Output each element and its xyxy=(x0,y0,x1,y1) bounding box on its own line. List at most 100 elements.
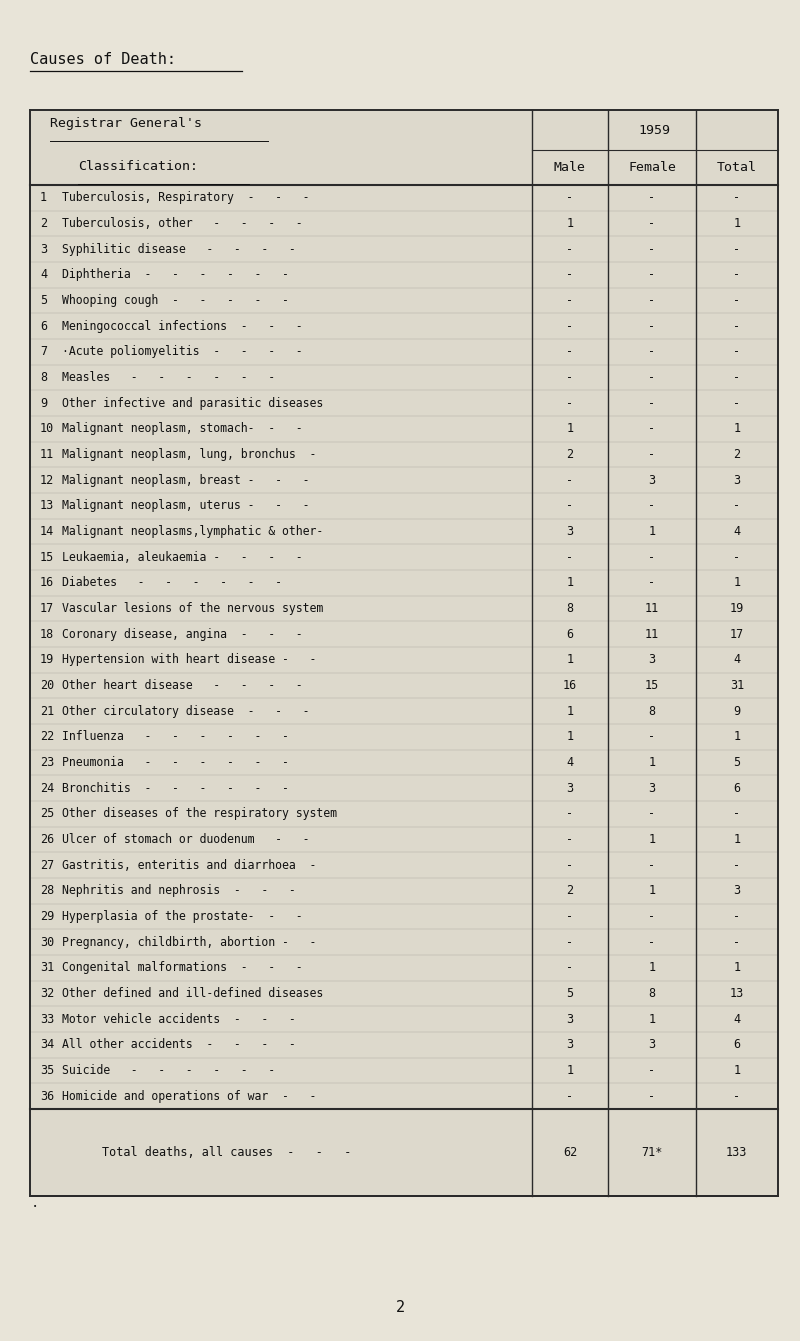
Text: Pneumonia   -   -   -   -   -   -: Pneumonia - - - - - - xyxy=(62,756,290,768)
Text: -: - xyxy=(734,807,740,821)
Text: 27: 27 xyxy=(40,858,54,872)
Text: -: - xyxy=(649,499,655,512)
Text: 29: 29 xyxy=(40,911,54,923)
Text: -: - xyxy=(649,577,655,589)
Text: 1: 1 xyxy=(566,653,574,666)
Text: -: - xyxy=(734,1090,740,1102)
Text: -: - xyxy=(649,911,655,923)
Text: 9: 9 xyxy=(40,397,47,410)
Text: Influenza   -   -   -   -   -   -: Influenza - - - - - - xyxy=(62,731,290,743)
Text: Tuberculosis, Respiratory  -   -   -: Tuberculosis, Respiratory - - - xyxy=(62,192,310,204)
Text: 22: 22 xyxy=(40,731,54,743)
Text: 11: 11 xyxy=(645,628,659,641)
Text: 3: 3 xyxy=(734,473,740,487)
Text: Malignant neoplasms,lymphatic & other-: Malignant neoplasms,lymphatic & other- xyxy=(62,526,324,538)
Text: 1: 1 xyxy=(734,833,740,846)
Text: 1: 1 xyxy=(566,217,574,231)
Text: -: - xyxy=(734,499,740,512)
Text: Other defined and ill-defined diseases: Other defined and ill-defined diseases xyxy=(62,987,324,1000)
Text: -: - xyxy=(649,807,655,821)
Text: -: - xyxy=(649,448,655,461)
Text: 3: 3 xyxy=(734,884,740,897)
Text: -: - xyxy=(566,499,574,512)
Text: -: - xyxy=(734,936,740,948)
Text: -: - xyxy=(566,319,574,333)
Text: 6: 6 xyxy=(734,1038,740,1051)
Text: -: - xyxy=(649,422,655,436)
Text: 5: 5 xyxy=(40,294,47,307)
Text: -: - xyxy=(649,551,655,563)
Text: 1: 1 xyxy=(649,961,655,975)
Text: 3: 3 xyxy=(649,473,655,487)
Text: 28: 28 xyxy=(40,884,54,897)
Text: 4: 4 xyxy=(734,1012,740,1026)
Text: -: - xyxy=(734,294,740,307)
Text: 12: 12 xyxy=(40,473,54,487)
Text: Syphilitic disease   -   -   -   -: Syphilitic disease - - - - xyxy=(62,243,296,256)
Text: 30: 30 xyxy=(40,936,54,948)
Text: 31: 31 xyxy=(730,679,744,692)
Text: 10: 10 xyxy=(40,422,54,436)
Text: Diphtheria  -   -   -   -   -   -: Diphtheria - - - - - - xyxy=(62,268,290,282)
Text: All other accidents  -   -   -   -: All other accidents - - - - xyxy=(62,1038,296,1051)
Text: -: - xyxy=(566,936,574,948)
Text: 1: 1 xyxy=(649,833,655,846)
Text: 4: 4 xyxy=(734,526,740,538)
Text: 24: 24 xyxy=(40,782,54,795)
Text: -: - xyxy=(649,243,655,256)
Text: 9: 9 xyxy=(734,705,740,717)
Text: -: - xyxy=(566,807,574,821)
Text: Malignant neoplasm, uterus -   -   -: Malignant neoplasm, uterus - - - xyxy=(62,499,310,512)
Text: 26: 26 xyxy=(40,833,54,846)
Text: 1: 1 xyxy=(40,192,47,204)
Text: 62: 62 xyxy=(563,1147,577,1159)
Text: 1: 1 xyxy=(649,1012,655,1026)
Text: 15: 15 xyxy=(645,679,659,692)
Text: Suicide   -   -   -   -   -   -: Suicide - - - - - - xyxy=(62,1063,275,1077)
Text: 16: 16 xyxy=(563,679,577,692)
Text: Leukaemia, aleukaemia -   -   -   -: Leukaemia, aleukaemia - - - - xyxy=(62,551,303,563)
Text: 25: 25 xyxy=(40,807,54,821)
Text: -: - xyxy=(566,397,574,410)
Text: 21: 21 xyxy=(40,705,54,717)
Text: -: - xyxy=(566,1090,574,1102)
Text: -: - xyxy=(566,551,574,563)
Text: 23: 23 xyxy=(40,756,54,768)
Text: 3: 3 xyxy=(566,1038,574,1051)
Text: 13: 13 xyxy=(730,987,744,1000)
Text: 1: 1 xyxy=(734,577,740,589)
Text: 14: 14 xyxy=(40,526,54,538)
Text: -: - xyxy=(649,858,655,872)
Text: -: - xyxy=(649,731,655,743)
Text: Classification:: Classification: xyxy=(78,160,198,173)
Text: 17: 17 xyxy=(40,602,54,616)
Text: 7: 7 xyxy=(40,346,47,358)
Text: Total deaths, all causes  -   -   -: Total deaths, all causes - - - xyxy=(102,1147,352,1159)
Text: -: - xyxy=(566,911,574,923)
Text: 17: 17 xyxy=(730,628,744,641)
Text: 1: 1 xyxy=(649,526,655,538)
Text: 4: 4 xyxy=(734,653,740,666)
Text: Malignant neoplasm, breast -   -   -: Malignant neoplasm, breast - - - xyxy=(62,473,310,487)
Text: Malignant neoplasm, stomach-  -   -: Malignant neoplasm, stomach- - - xyxy=(62,422,303,436)
Text: 2: 2 xyxy=(395,1299,405,1316)
Text: 1: 1 xyxy=(566,1063,574,1077)
Text: -: - xyxy=(649,1063,655,1077)
Text: -: - xyxy=(734,319,740,333)
Text: 1: 1 xyxy=(566,731,574,743)
Text: -: - xyxy=(649,1090,655,1102)
Text: -: - xyxy=(734,397,740,410)
Text: 8: 8 xyxy=(566,602,574,616)
Text: 3: 3 xyxy=(649,1038,655,1051)
Text: -: - xyxy=(566,346,574,358)
Text: 1: 1 xyxy=(649,884,655,897)
Text: Total: Total xyxy=(717,161,757,174)
Text: 19: 19 xyxy=(730,602,744,616)
Text: Other infective and parasitic diseases: Other infective and parasitic diseases xyxy=(62,397,324,410)
Text: 5: 5 xyxy=(566,987,574,1000)
Bar xyxy=(30,110,778,1196)
Text: 2: 2 xyxy=(566,884,574,897)
Text: 3: 3 xyxy=(40,243,47,256)
Text: Diabetes   -   -   -   -   -   -: Diabetes - - - - - - xyxy=(62,577,282,589)
Text: -: - xyxy=(649,192,655,204)
